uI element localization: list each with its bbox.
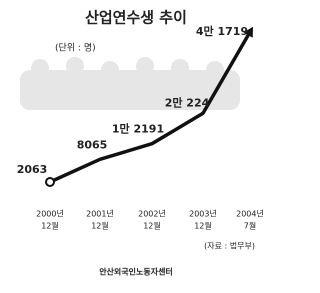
x-tick-label: 2004년 bbox=[236, 209, 264, 219]
chart-title: 산업연수생 추이 bbox=[85, 9, 187, 27]
x-tick-label: 2002년 bbox=[138, 209, 166, 219]
value-label: 1만 2191 bbox=[112, 122, 164, 136]
value-label: 2063 bbox=[17, 163, 48, 176]
x-tick-label: 2001년 bbox=[86, 209, 114, 219]
value-label: 8065 bbox=[77, 138, 108, 151]
value-label: 2만 224 bbox=[165, 95, 210, 109]
chart: 산업연수생 추이 (단위 : 명) (자료 : 법무부) 안산외국인노동자센터 … bbox=[0, 0, 272, 293]
x-tick-label: 2000년 bbox=[36, 209, 64, 219]
x-tick-label: 12월 bbox=[41, 221, 59, 231]
x-tick-label: 2003년 bbox=[189, 209, 217, 219]
footer: 안산외국인노동자센터 bbox=[99, 267, 173, 277]
source: (자료 : 법무부) bbox=[204, 241, 255, 251]
value-label: 4만 1719 bbox=[196, 24, 248, 38]
x-tick-label: 12월 bbox=[91, 221, 109, 231]
start-marker bbox=[46, 178, 54, 186]
unit-label: (단위 : 명) bbox=[55, 43, 96, 54]
x-tick-label: 12월 bbox=[194, 221, 212, 231]
x-tick-label: 12월 bbox=[143, 221, 161, 231]
x-tick-label: 7월 bbox=[244, 221, 256, 231]
